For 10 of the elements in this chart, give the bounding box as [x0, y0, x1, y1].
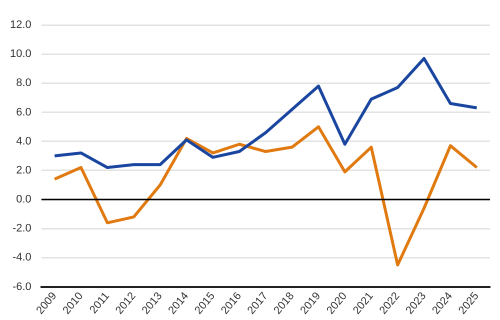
y-tick-label: -4.0 [12, 252, 32, 264]
y-tick-label: 12.0 [10, 19, 32, 32]
y-tick-label: 6.0 [16, 106, 32, 118]
y-tick-label: -2.0 [12, 222, 32, 235]
y-tick-label: 2.0 [16, 164, 32, 176]
y-tick-label: -6.0 [12, 280, 32, 293]
y-tick-label: 10.0 [10, 48, 32, 60]
y-tick-label: 8.0 [16, 77, 32, 90]
y-tick-label: 0.0 [16, 194, 32, 206]
y-tick-label: 4.0 [16, 135, 32, 148]
